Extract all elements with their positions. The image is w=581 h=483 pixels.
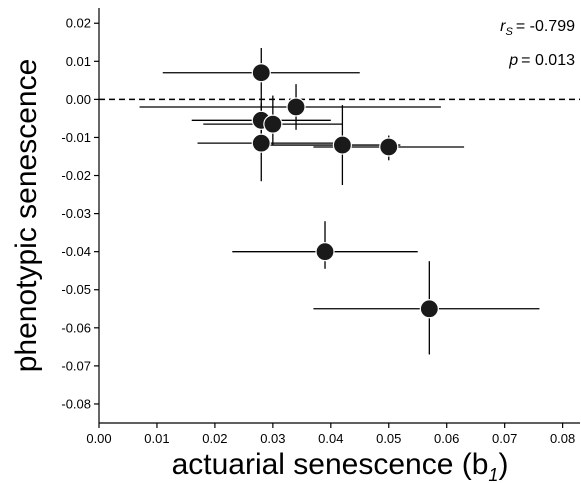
p-value-label: p = 0.013 [508,52,575,69]
data-point [263,114,283,134]
x-tick-label: 0.01 [144,431,169,446]
rs-value: = -0.799 [516,18,575,35]
x-tick-label: 0.05 [376,431,401,446]
data-point [315,242,335,262]
p-symbol: p [508,52,518,69]
x-axis-title-subscript: 1 [488,465,498,483]
data-point [286,97,306,117]
y-tick-label: 0.01 [66,54,91,69]
error-bars [139,47,540,355]
x-axis-title-text: actuarial senescence (b [172,448,489,481]
x-tick-label: 0.02 [202,431,227,446]
y-tick-label: -0.04 [61,244,91,259]
y-tick-label: -0.03 [61,206,91,221]
axes [98,8,580,424]
x-tick-label: 0.08 [550,431,575,446]
data-point [379,137,399,157]
x-tick-label: 0.04 [318,431,343,446]
x-tick-label: 0.03 [260,431,285,446]
x-tick-label: 0.07 [492,431,517,446]
spearman-rs-label: rS = -0.799 [500,18,575,38]
y-tick-label: -0.08 [61,396,91,411]
tick-layer: 0.00 0.01 0.02 0.03 0.04 0.05 0.06 0.07 0.08 0.02… [61,16,575,446]
y-tick-label: -0.06 [61,320,91,335]
x-axis-title: actuarial senescence (b1) [172,448,509,483]
y-tick-label: -0.02 [61,168,91,183]
y-tick-label: 0.02 [66,16,91,31]
y-tick-label: -0.05 [61,282,91,297]
x-axis-title-close: ) [498,448,508,481]
data-point [419,299,439,319]
y-tick-label: -0.01 [61,130,91,145]
data-points [251,63,439,319]
x-tick-label: 0.00 [86,431,111,446]
data-point [332,135,352,155]
rs-symbol: r [500,18,506,35]
data-point [251,63,271,83]
y-axis-title: phenotypic senescence [10,59,43,373]
y-tick-label: -0.07 [61,358,91,373]
y-tick-label: 0.00 [66,92,91,107]
data-point [251,133,271,153]
rs-subscript: S [506,26,514,38]
p-value: = 0.013 [521,52,575,69]
x-tick-label: 0.06 [434,431,459,446]
